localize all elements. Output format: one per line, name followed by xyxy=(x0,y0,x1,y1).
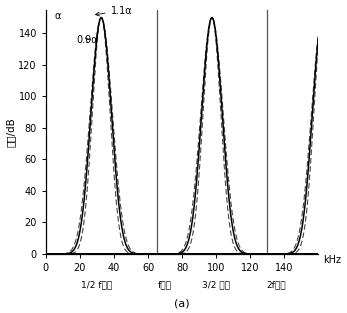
Text: 2f中心: 2f中心 xyxy=(266,281,286,290)
Text: 3/2 中心: 3/2 中心 xyxy=(202,281,230,290)
Text: 1.1α: 1.1α xyxy=(95,6,132,16)
Text: kHz: kHz xyxy=(323,255,341,265)
Text: 0.9α: 0.9α xyxy=(77,35,98,45)
Text: (a): (a) xyxy=(174,298,190,308)
Y-axis label: 比衰/dB: 比衰/dB xyxy=(6,117,16,147)
Text: α: α xyxy=(54,11,61,21)
Text: 1/2 f中心: 1/2 f中心 xyxy=(81,281,112,290)
Text: f中心: f中心 xyxy=(158,281,172,290)
